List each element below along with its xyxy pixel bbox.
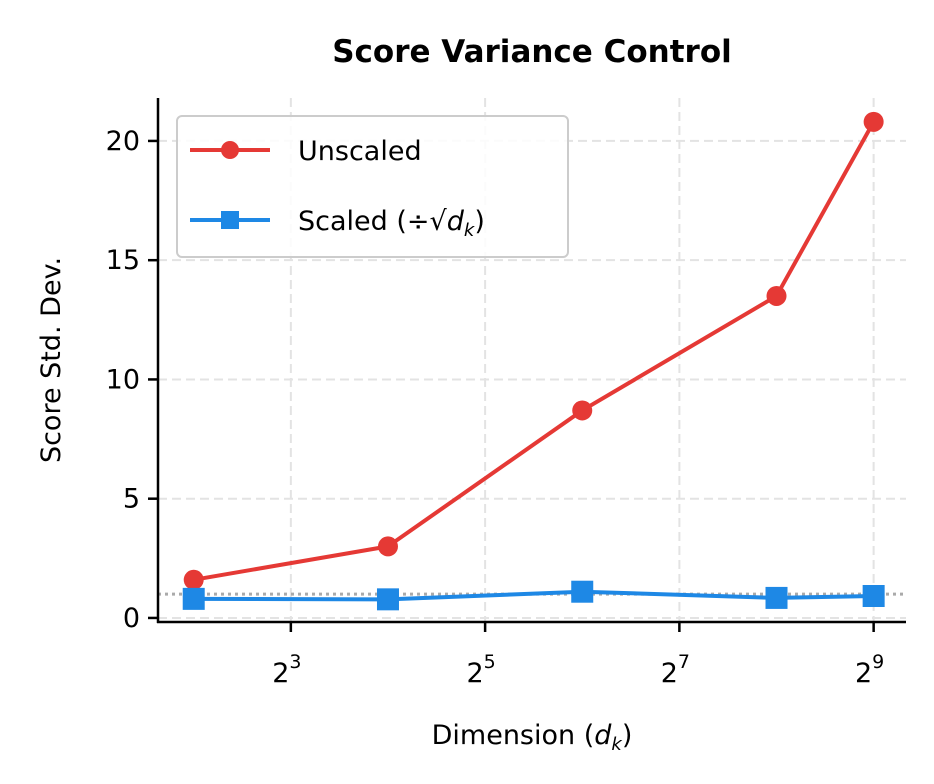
- legend-scaled-marker: [221, 211, 239, 229]
- chart-title: Score Variance Control: [332, 34, 732, 70]
- x-axis-label-close: ): [622, 720, 633, 751]
- x-tick-exponent: 9: [872, 651, 884, 673]
- data-point-square: [862, 585, 885, 608]
- x-axis-label-sub: k: [611, 734, 623, 755]
- x-tick-base: 2: [272, 658, 289, 689]
- axes: [156, 98, 906, 624]
- data-point-circle: [377, 536, 398, 557]
- legend-scaled-text: Scaled (÷: [298, 206, 430, 237]
- x-tick-base: 2: [855, 658, 872, 689]
- x-axis-label: Dimension (dk): [432, 720, 633, 755]
- legend: Unscaled Scaled (÷√dk): [176, 115, 569, 258]
- x-tick-label: 25: [466, 651, 495, 689]
- y-tick-label: 20: [106, 126, 140, 157]
- x-tick-base: 2: [466, 658, 483, 689]
- x-tick-label: 27: [661, 651, 690, 689]
- legend-box: [176, 115, 569, 258]
- legend-scaled-close: ): [474, 206, 485, 237]
- y-tick-label: 0: [123, 603, 140, 634]
- legend-scaled-sub: k: [464, 220, 476, 241]
- x-axis-label-text: Dimension (: [432, 720, 595, 751]
- y-tick-label: 15: [106, 245, 140, 276]
- data-point-square: [765, 586, 788, 609]
- legend-unscaled-label: Unscaled: [298, 136, 422, 167]
- x-tick-label: 29: [855, 651, 884, 689]
- data-point-circle: [863, 111, 884, 132]
- legend-scaled-var: d: [447, 206, 465, 237]
- data-point-circle: [183, 569, 204, 590]
- legend-scaled-label: Scaled (÷√dk): [298, 206, 485, 241]
- x-tick-exponent: 5: [484, 651, 496, 673]
- x-tick-exponent: 3: [289, 651, 301, 673]
- x-tick-label: 23: [272, 651, 301, 689]
- data-point-circle: [572, 400, 593, 421]
- data-point-square: [376, 588, 399, 611]
- data-point-square: [182, 587, 205, 610]
- series-layer: [182, 111, 885, 611]
- y-tick-label: 10: [106, 364, 140, 395]
- data-point-circle: [766, 285, 787, 306]
- y-tick-label: 5: [123, 484, 140, 515]
- sqrt-symbol: √: [430, 206, 448, 237]
- x-tick-exponent: 7: [678, 651, 690, 673]
- data-point-square: [571, 580, 594, 603]
- x-tick-base: 2: [661, 658, 678, 689]
- x-axis-label-var: d: [594, 720, 612, 751]
- y-axis-label: Score Std. Dev.: [36, 257, 67, 463]
- legend-unscaled-marker: [221, 141, 239, 159]
